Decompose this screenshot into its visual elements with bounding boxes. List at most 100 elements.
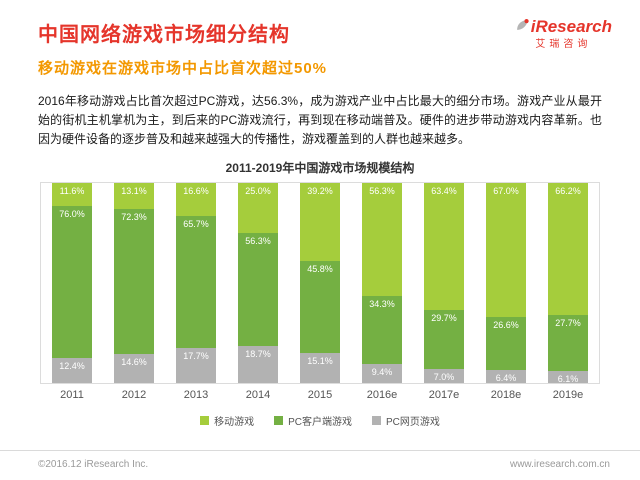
bar-segment: 56.3%	[238, 233, 278, 346]
bar-segment: 26.6%	[486, 317, 526, 371]
bar-2012: 14.6% 72.3% 13.1%	[114, 183, 154, 383]
segment-value-label: 65.7%	[183, 219, 209, 230]
bar-segment: 15.1%	[300, 352, 340, 383]
segment-value-label: 16.6%	[183, 186, 209, 197]
x-axis-label: 2011	[60, 389, 84, 401]
bar-2015: 15.1% 45.8% 39.2%	[300, 183, 340, 383]
segment-value-label: 6.1%	[557, 373, 579, 383]
segment-value-label: 72.3%	[121, 212, 147, 223]
segment-value-label: 17.7%	[183, 350, 209, 361]
chart-legend: 移动游戏 PC客户端游戏 PC网页游戏	[40, 413, 600, 428]
bar-segment: 13.1%	[114, 183, 154, 210]
segment-value-label: 26.6%	[493, 320, 519, 331]
bar-segment: 9.4%	[362, 364, 402, 383]
segment-value-label: 13.1%	[121, 186, 147, 197]
logo-brand: iResearch	[530, 17, 612, 36]
segment-value-label: 12.4%	[59, 361, 85, 372]
legend-label: PC客户端游戏	[288, 417, 352, 428]
bar-2016e: 9.4% 34.3% 56.3%	[362, 183, 402, 383]
bar-segment: 66.2%	[548, 183, 588, 316]
x-axis: 2011 2012 2013 2014 2015 2016e 2017e 2018e 2019e	[40, 389, 600, 401]
bar-segment: 72.3%	[114, 209, 154, 354]
bar-segment: 16.6%	[176, 183, 216, 217]
legend-label: PC网页游戏	[386, 417, 440, 428]
x-axis-label: 2015	[307, 389, 333, 401]
bar-segment: 76.0%	[52, 206, 92, 359]
segment-value-label: 9.4%	[371, 367, 393, 378]
bar-segment: 67.0%	[486, 183, 526, 318]
website-url: www.iresearch.com.cn	[509, 459, 610, 470]
segment-value-label: 67.0%	[493, 186, 519, 197]
bar-segment: 34.3%	[362, 295, 402, 365]
footer: ©2016.12 iResearch Inc. www.iresearch.co…	[0, 450, 640, 470]
bar-2011: 12.4% 76.0% 11.6%	[52, 183, 92, 383]
titles: 中国网络游戏市场细分结构 移动游戏在游戏市场中占比首次超过50%	[38, 18, 327, 78]
bar-2019e: 6.1% 27.7% 66.2%	[548, 183, 588, 383]
stacked-bar-chart: 2011-2019年中国游戏市场规模结构 12.4% 76.0% 11.6% 14.6…	[40, 159, 600, 428]
page-title: 中国网络游戏市场细分结构	[38, 24, 290, 46]
leaf-icon	[516, 19, 529, 30]
bar-segment: 39.2%	[300, 183, 340, 262]
x-axis-label: 2016e	[366, 389, 398, 401]
bar-2014: 18.7% 56.3% 25.0%	[238, 183, 278, 383]
x-axis-label: 2012	[121, 389, 147, 401]
bar-segment: 11.6%	[52, 183, 92, 207]
segment-value-label: 66.2%	[555, 186, 581, 197]
chart-title: 2011-2019年中国游戏市场规模结构	[225, 161, 415, 175]
segment-value-label: 63.4%	[431, 186, 457, 197]
segment-value-label: 25.0%	[245, 186, 271, 197]
bar-segment: 12.4%	[52, 358, 92, 383]
bar-segment: 17.7%	[176, 347, 216, 383]
segment-value-label: 6.4%	[495, 373, 517, 383]
legend-label: 移动游戏	[214, 417, 255, 428]
legend-swatch	[274, 416, 284, 425]
logo-brand-cn: 艾瑞咨询	[535, 38, 592, 50]
bar-segment: 25.0%	[238, 183, 278, 234]
segment-value-label: 18.7%	[245, 348, 271, 359]
segment-value-label: 14.6%	[121, 356, 147, 367]
bar-segment: 14.6%	[114, 353, 154, 383]
segment-value-label: 76.0%	[59, 209, 85, 220]
legend-item: PC网页游戏	[372, 413, 440, 428]
legend-item: PC客户端游戏	[274, 413, 352, 428]
bar-segment: 56.3%	[362, 183, 402, 296]
bar-2018e: 6.4% 26.6% 67.0%	[486, 183, 526, 383]
segment-value-label: 7.0%	[433, 372, 455, 383]
x-axis-label: 2013	[183, 389, 209, 401]
legend-item: 移动游戏	[200, 413, 254, 428]
bar-2017e: 7.0% 29.7% 63.4%	[424, 183, 464, 383]
bar-segment: 7.0%	[424, 369, 464, 383]
page-subtitle: 移动游戏在游戏市场中占比首次超过50%	[38, 60, 328, 77]
segment-value-label: 34.3%	[369, 298, 395, 309]
bar-2013: 17.7% 65.7% 16.6%	[176, 183, 216, 383]
bar-segment: 29.7%	[424, 309, 464, 370]
bar-segment: 6.1%	[548, 370, 588, 383]
segment-value-label: 15.1%	[307, 355, 333, 366]
x-axis-label: 2017e	[428, 389, 460, 401]
bar-segment: 18.7%	[238, 345, 278, 383]
logo-row: iResearch	[515, 17, 612, 37]
copyright-text: ©2016.12 iResearch Inc.	[38, 459, 149, 470]
segment-value-label: 27.7%	[555, 318, 581, 329]
segment-value-label: 39.2%	[307, 186, 333, 196]
bar-segment: 6.4%	[486, 370, 526, 383]
iresearch-logo: iResearch 艾瑞咨询	[515, 17, 612, 50]
segment-value-label: 56.3%	[245, 236, 271, 247]
bar-segment: 65.7%	[176, 216, 216, 348]
header: 中国网络游戏市场细分结构 移动游戏在游戏市场中占比首次超过50% iResear…	[0, 0, 640, 78]
x-axis-label: 2019e	[552, 389, 584, 401]
segment-value-label: 11.6%	[59, 186, 85, 197]
x-axis-label: 2014	[245, 389, 271, 401]
bar-segment: 27.7%	[548, 315, 588, 371]
legend-swatch	[200, 416, 210, 425]
legend-swatch	[372, 416, 381, 425]
chart-plot-area: 12.4% 76.0% 11.6% 14.6% 72.3% 13.1% 17.7% 65.7%…	[40, 182, 600, 384]
x-axis-label: 2018e	[490, 389, 522, 401]
bar-segment: 63.4%	[424, 183, 464, 310]
segment-value-label: 56.3%	[369, 186, 395, 197]
bar-segment: 45.8%	[300, 261, 340, 353]
segment-value-label: 45.8%	[307, 264, 333, 275]
intro-paragraph: 2016年移动游戏占比首次超过PC游戏，达56.3%，成为游戏产业中占比最大的细…	[38, 94, 602, 146]
segment-value-label: 29.7%	[431, 312, 457, 323]
